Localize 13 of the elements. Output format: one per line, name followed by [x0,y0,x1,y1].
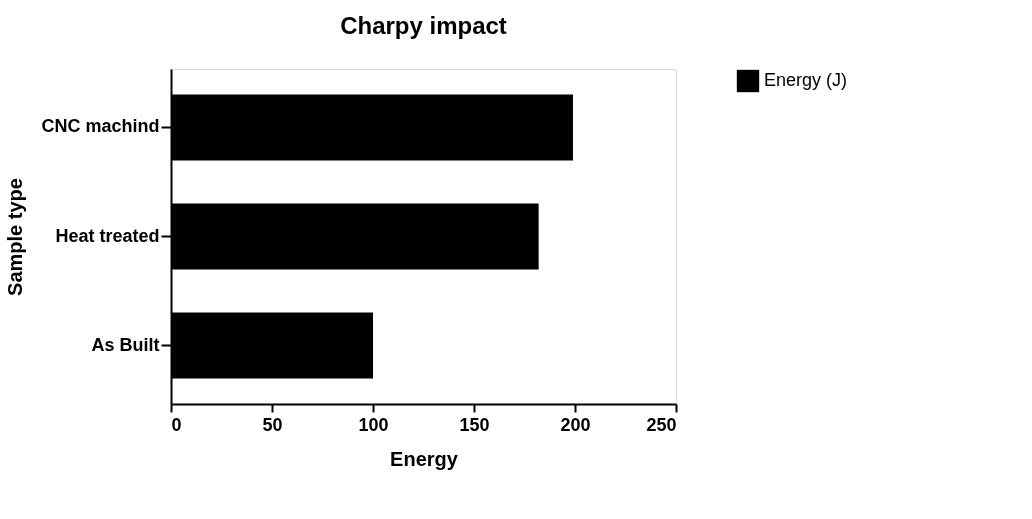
x-tick-label: 200 [560,414,591,435]
x-tick-label: 250 [646,414,677,435]
x-tick-label: 50 [262,414,283,435]
chart-title: Charpy impact [340,12,507,39]
y-tick-label: CNC machind [41,116,160,137]
x-axis-title: Energy [390,447,459,470]
x-tick-label: 100 [358,414,389,435]
legend-label: Energy (J) [764,70,848,90]
x-tick-label: 150 [459,414,490,435]
y-axis-title: Sample type [4,178,27,296]
y-tick-label: As Built [91,334,160,355]
y-tick-label: Heat treated [55,225,160,246]
x-tick-label: 0 [171,414,182,435]
